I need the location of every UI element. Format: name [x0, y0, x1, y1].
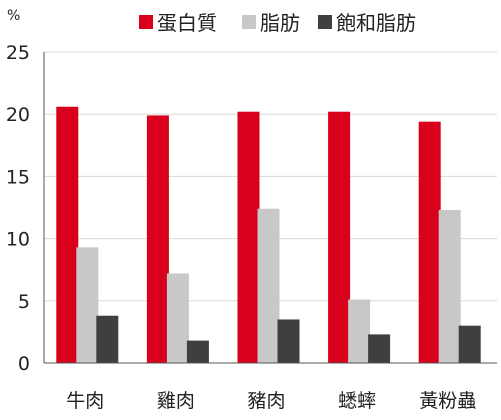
legend-label: 脂肪: [260, 11, 300, 35]
y-axis-ticks: 0 5 10 15 20 25: [6, 42, 30, 375]
x-axis-labels: 牛肉 雞肉 豬肉 蟋蟀 黃粉蟲: [66, 390, 476, 412]
axes: [43, 52, 497, 364]
legend-swatch: [242, 15, 256, 29]
x-category-label: 雞肉: [157, 390, 195, 412]
bar: [277, 319, 300, 363]
bar: [458, 325, 481, 363]
y-tick-label: 5: [18, 291, 30, 313]
bar: [237, 111, 260, 363]
bar: [76, 247, 99, 363]
bars: [56, 106, 481, 364]
y-tick-label: 15: [6, 166, 30, 188]
bar: [186, 340, 209, 363]
bar: [96, 315, 119, 363]
x-category-label: 黃粉蟲: [419, 390, 476, 412]
bar: [348, 299, 371, 363]
y-tick-label: 25: [6, 42, 30, 64]
bar: [328, 111, 351, 363]
x-category-label: 豬肉: [247, 390, 285, 412]
y-tick-label: 0: [18, 353, 30, 375]
legend-swatch: [139, 15, 153, 29]
bar: [257, 208, 280, 363]
legend-label: 蛋白質: [157, 11, 217, 35]
bar: [56, 106, 79, 364]
bar: [166, 273, 189, 363]
legend-label: 飽和脂肪: [336, 11, 416, 35]
y-axis-unit-label: %: [7, 8, 20, 24]
x-category-label: 牛肉: [66, 390, 104, 412]
bar: [438, 209, 461, 363]
y-tick-label: 10: [6, 229, 30, 251]
bar: [418, 121, 441, 363]
legend-swatch: [318, 15, 332, 29]
y-tick-label: 20: [6, 104, 30, 126]
legend: 蛋白質 脂肪 飽和脂肪: [139, 11, 416, 35]
bar: [146, 115, 169, 363]
bar: [368, 334, 391, 363]
x-category-label: 蟋蟀: [338, 390, 376, 412]
